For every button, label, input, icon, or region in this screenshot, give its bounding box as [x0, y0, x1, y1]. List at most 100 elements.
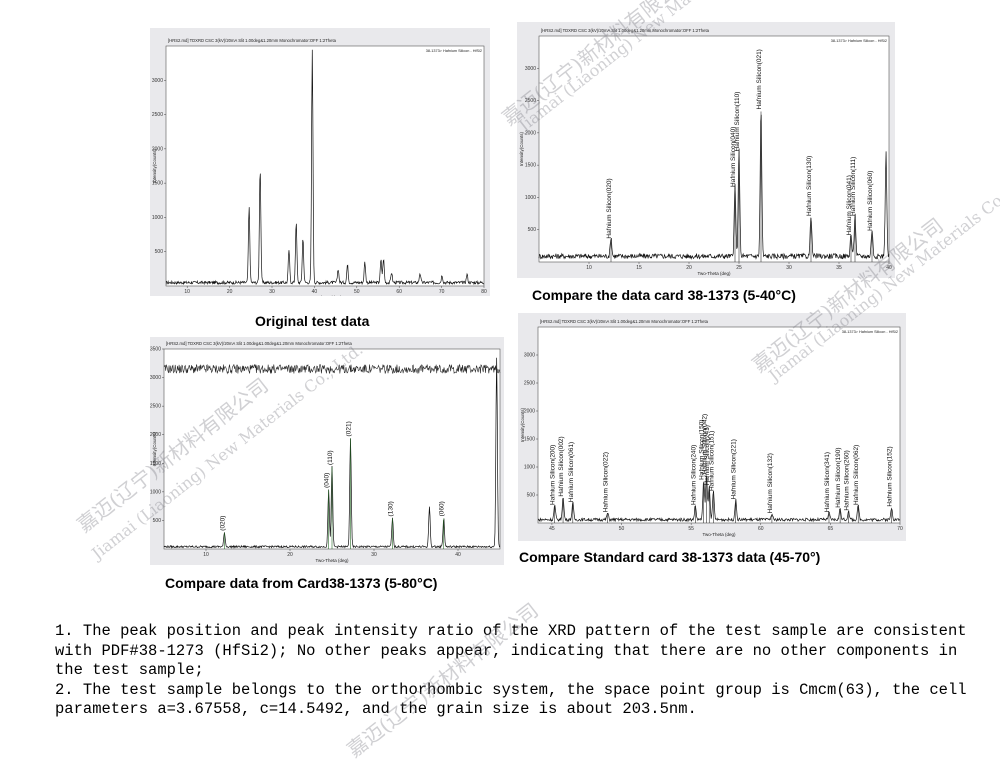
x-tick-label: 60 [396, 289, 402, 295]
note-2: 2. The test sample belongs to the orthor… [55, 680, 976, 719]
peak-label: Hafnium Silicon(341) [824, 452, 831, 512]
y-tick-label: 1000 [150, 489, 161, 495]
peak-label: (060) [439, 501, 446, 516]
y-tick-label: 500 [155, 249, 164, 255]
x-tick-label: 30 [371, 552, 377, 558]
peak-label: (110) [327, 450, 334, 465]
chart-original-svg: [HRS2.md] TDXRD CSC 3(kV)/20mA Slit 1.00… [152, 38, 487, 296]
y-tick-label: 2000 [525, 130, 536, 136]
x-tick-label: 70 [897, 526, 903, 532]
chart-45-70: [HRS2.md] TDXRD CSC 3(kV)/20mA Slit 1.00… [518, 313, 906, 541]
y-tick-label: 3000 [525, 66, 536, 72]
x-tick-label: 50 [619, 526, 625, 532]
peak-label: (130) [387, 501, 394, 516]
peak-label: (020) [219, 516, 226, 531]
peak-label: Hafnium Silicon(241) [704, 425, 711, 485]
peak-label: Hafnium Silicon(221) [731, 439, 738, 499]
y-tick-label: 2000 [524, 409, 535, 415]
legend-entry: 38-1373> Hafnium Silicon - HfSi2 [831, 39, 887, 43]
x-tick-label: 50 [354, 289, 360, 295]
conclusion-notes: 1. The peak position and peak intensity … [55, 622, 985, 720]
x-tick-label: 20 [686, 265, 692, 271]
plot-frame [165, 45, 485, 287]
y-axis-label: Intensity(Counts) [520, 407, 525, 442]
x-tick-label: 65 [828, 526, 834, 532]
peak-label: Hafnium Silicon(020) [606, 178, 613, 238]
y-tick-label: 500 [527, 493, 536, 499]
x-axis-label: Two-Theta (deg) [697, 271, 731, 276]
note-1: 1. The peak position and peak intensity … [55, 622, 976, 679]
x-tick-label: 70 [439, 289, 445, 295]
peak-label: (021) [345, 421, 352, 436]
chart-header: [HRS2.md] TDXRD CSC 3(kV)/20mA Slit 1.00… [166, 341, 353, 346]
x-tick-label: 40 [886, 265, 892, 271]
x-axis-label: Two-Theta (deg) [308, 295, 342, 296]
x-tick-label: 40 [455, 552, 461, 558]
peak-label: Hafnium Silicon(151) [708, 431, 715, 491]
peak-label: Hafnium Silicon(060) [867, 171, 874, 231]
pattern-line [165, 49, 485, 286]
peak-label: Hafnium Silicon(190) [835, 447, 842, 507]
x-tick-label: 15 [636, 265, 642, 271]
peak-label: Hafnium Silicon(260) [843, 450, 850, 510]
x-tick-label: 45 [549, 526, 555, 532]
x-tick-label: 55 [688, 526, 694, 532]
x-tick-label: 80 [481, 289, 487, 295]
x-tick-label: 60 [758, 526, 764, 532]
chart-45-70-svg: [HRS2.md] TDXRD CSC 3(kV)/20mA Slit 1.00… [520, 319, 903, 537]
x-tick-label: 10 [184, 289, 190, 295]
y-tick-label: 2500 [524, 381, 535, 387]
y-axis-label: Intensity(Counts) [152, 148, 157, 183]
chart-header: [HRS2.md] TDXRD CSC 3(kV)/20mA Slit 1.00… [541, 28, 710, 33]
caption-45-70: Compare Standard card 38-1373 data (45-7… [519, 549, 821, 565]
y-tick-label: 1500 [525, 163, 536, 169]
peak-label: Hafnium Silicon(062) [853, 445, 860, 505]
peak-label: Hafnium Silicon(061) [568, 442, 575, 502]
x-tick-label: 30 [269, 289, 275, 295]
x-tick-label: 30 [786, 265, 792, 271]
peak-label: Hafnium Silicon(152) [887, 446, 894, 506]
x-tick-label: 10 [586, 265, 592, 271]
y-tick-label: 2000 [152, 146, 163, 152]
peak-label: Hafnium Silicon(132) [767, 453, 774, 513]
pattern-line [538, 114, 890, 261]
y-tick-label: 1000 [152, 215, 163, 221]
caption-5-40: Compare the data card 38-1373 (5-40°C) [532, 287, 796, 303]
y-tick-label: 3000 [524, 353, 535, 359]
peak-label: Hafnium Silicon(130) [806, 156, 813, 216]
legend-entry: 38-1373> Hafnium Silicon - HfSi2 [842, 330, 898, 334]
x-axis-label: Two-Theta (deg) [315, 558, 349, 563]
y-tick-label: 1500 [524, 437, 535, 443]
plot-frame [537, 326, 901, 524]
chart-5-40: [HRS2.md] TDXRD CSC 3(kV)/20mA Slit 1.00… [517, 22, 895, 278]
y-tick-label: 3000 [150, 375, 161, 381]
y-tick-label: 1500 [150, 461, 161, 467]
y-tick-label: 1000 [524, 465, 535, 471]
peak-label: Hafnium Silicon(022) [603, 452, 610, 512]
y-axis-label: Intensity(Counts) [519, 131, 524, 166]
y-tick-label: 2500 [152, 112, 163, 118]
plot-frame [538, 35, 890, 263]
chart-header: [HRS2.md] TDXRD CSC 3(kV)/20mA Slit 1.00… [168, 38, 337, 43]
legend-entry: 38-1373> Hafnium Silicon - HfSi2 [426, 49, 482, 53]
x-tick-label: 20 [287, 552, 293, 558]
y-axis-label: Intensity(Counts) [152, 431, 157, 466]
peak-label: Hafnium Silicon(041) [846, 175, 853, 235]
y-tick-label: 500 [153, 518, 162, 524]
x-tick-label: 20 [227, 289, 233, 295]
peak-label: Hafnium Silicon(110) [734, 92, 741, 152]
peak-label: Hafnium Silicon(240) [690, 445, 697, 505]
peak-label: (040) [324, 473, 331, 488]
peak-label: Hafnium Silicon(042) [701, 414, 708, 474]
x-tick-label: 40 [312, 289, 318, 295]
x-axis-label: Two-Theta (deg) [702, 532, 736, 537]
y-tick-label: 3000 [152, 78, 163, 84]
caption-original: Original test data [255, 313, 370, 329]
peak-label: Hafnium Silicon(111) [850, 157, 857, 216]
peak-label: Hafnium Silicon(021) [756, 49, 763, 109]
x-tick-label: 25 [736, 265, 742, 271]
chart-5-80: [HRS2.md] TDXRD CSC 3(kV)/20mA Slit 1.00… [150, 337, 504, 565]
peak-label: Hafnium Silicon(200) [550, 445, 557, 505]
caption-5-80: Compare data from Card38-1373 (5-80°C) [165, 575, 438, 591]
y-tick-label: 1000 [525, 195, 536, 201]
